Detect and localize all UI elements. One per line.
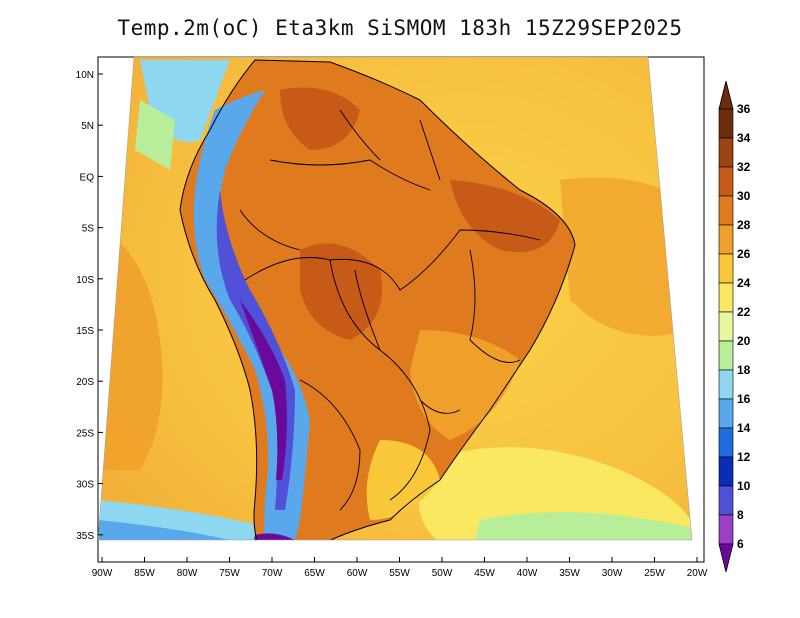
lon-tick-label: 45W	[474, 568, 495, 579]
colorbar-label: 20	[737, 334, 751, 348]
lon-tick-label: 20W	[687, 568, 708, 579]
south-pacific-cool	[98, 500, 290, 540]
colorbar-label: 30	[737, 189, 751, 203]
colorbar-label: 12	[737, 450, 751, 464]
lon-tick-label: 25W	[644, 568, 665, 579]
lat-tick-label: 5N	[81, 121, 94, 132]
longitude-axis: 90W 85W 80W 75W 70W 65W 60W 55W 50W 45W 40W 35W 30W 2…	[92, 557, 708, 579]
lon-tick-label: 65W	[304, 568, 325, 579]
hot-region-mato-grosso	[300, 243, 382, 340]
pacific-north-cool	[135, 100, 175, 170]
lat-tick-label: 15S	[76, 326, 94, 337]
colorbar-label: 8	[737, 508, 744, 522]
colorbar-label: 6	[737, 537, 744, 551]
lon-tick-label: 60W	[347, 568, 368, 579]
lat-tick-label: 30S	[76, 480, 94, 491]
map-field	[98, 57, 692, 540]
lon-tick-label: 75W	[219, 568, 240, 579]
lat-tick-label: 10N	[76, 70, 94, 81]
colorbar-segment	[718, 514, 734, 545]
mild-region-south	[366, 440, 440, 520]
country-borders	[239, 109, 541, 511]
lat-tick-label: 35S	[76, 531, 94, 542]
colorbar-segment	[718, 253, 734, 284]
colorbar-label: 18	[737, 363, 751, 377]
colorbar-segment	[718, 224, 734, 255]
colorbar-segment	[718, 398, 734, 429]
colorbar-label: 16	[737, 392, 751, 406]
colorbar-label: 36	[737, 102, 751, 116]
south-pacific-colder	[98, 520, 260, 540]
south-atlantic-colder	[470, 511, 692, 540]
colorbar-segment	[718, 456, 734, 487]
colorbar-label: 24	[737, 276, 751, 290]
colorbar-label: 32	[737, 160, 751, 174]
lon-tick-label: 80W	[177, 568, 198, 579]
lon-tick-label: 85W	[134, 568, 155, 579]
lon-tick-label: 40W	[517, 568, 538, 579]
colorbar-label: 26	[737, 247, 751, 261]
lon-tick-label: 30W	[602, 568, 623, 579]
colorbar-arrow-bottom	[718, 543, 734, 573]
colorbar-arrow-top	[718, 80, 734, 110]
colorbar: 36 34 32 30 28 26 24 22 20 18 16 14 12 10 8 6	[718, 80, 751, 573]
colorbar-segment	[718, 166, 734, 197]
andes-colder-core	[216, 190, 295, 510]
colorbar-segment	[718, 195, 734, 226]
colorbar-segment	[718, 485, 734, 516]
colorbar-label: 14	[737, 421, 751, 435]
colorbar-segment	[718, 369, 734, 400]
colorbar-segment	[718, 137, 734, 168]
map-title: Temp.2m(oC) Eta3km SiSMOM 183h 15Z29SEP2…	[117, 16, 683, 40]
lon-tick-label: 35W	[559, 568, 580, 579]
colorbar-segment	[718, 340, 734, 371]
colorbar-segment	[718, 311, 734, 342]
lat-tick-label: EQ	[80, 172, 95, 183]
lat-tick-label: 5S	[82, 224, 95, 235]
colorbar-label: 22	[737, 305, 751, 319]
lon-tick-label: 70W	[262, 568, 283, 579]
colorbar-segment	[718, 108, 734, 139]
lat-tick-label: 20S	[76, 377, 94, 388]
lon-tick-label: 50W	[432, 568, 453, 579]
colorbar-label: 28	[737, 218, 751, 232]
atlantic-warm-patch	[560, 177, 690, 336]
latitude-axis: 10N 5N EQ 5S 10S 15S 20S 25S 30S 35S	[76, 70, 103, 542]
hot-region-northeast	[450, 180, 560, 252]
lon-tick-label: 55W	[389, 568, 410, 579]
lat-tick-label: 10S	[76, 275, 94, 286]
coastline	[179, 59, 576, 540]
hot-region-north	[280, 87, 360, 150]
colorbar-segment	[718, 427, 734, 458]
andes-coldest-core	[240, 300, 287, 480]
lon-tick-label: 90W	[92, 568, 113, 579]
colorbar-label: 34	[737, 131, 751, 145]
colorbar-segment	[718, 282, 734, 313]
domain-outline	[97, 56, 693, 541]
colorbar-label: 10	[737, 479, 751, 493]
lat-tick-label: 25S	[76, 428, 94, 439]
